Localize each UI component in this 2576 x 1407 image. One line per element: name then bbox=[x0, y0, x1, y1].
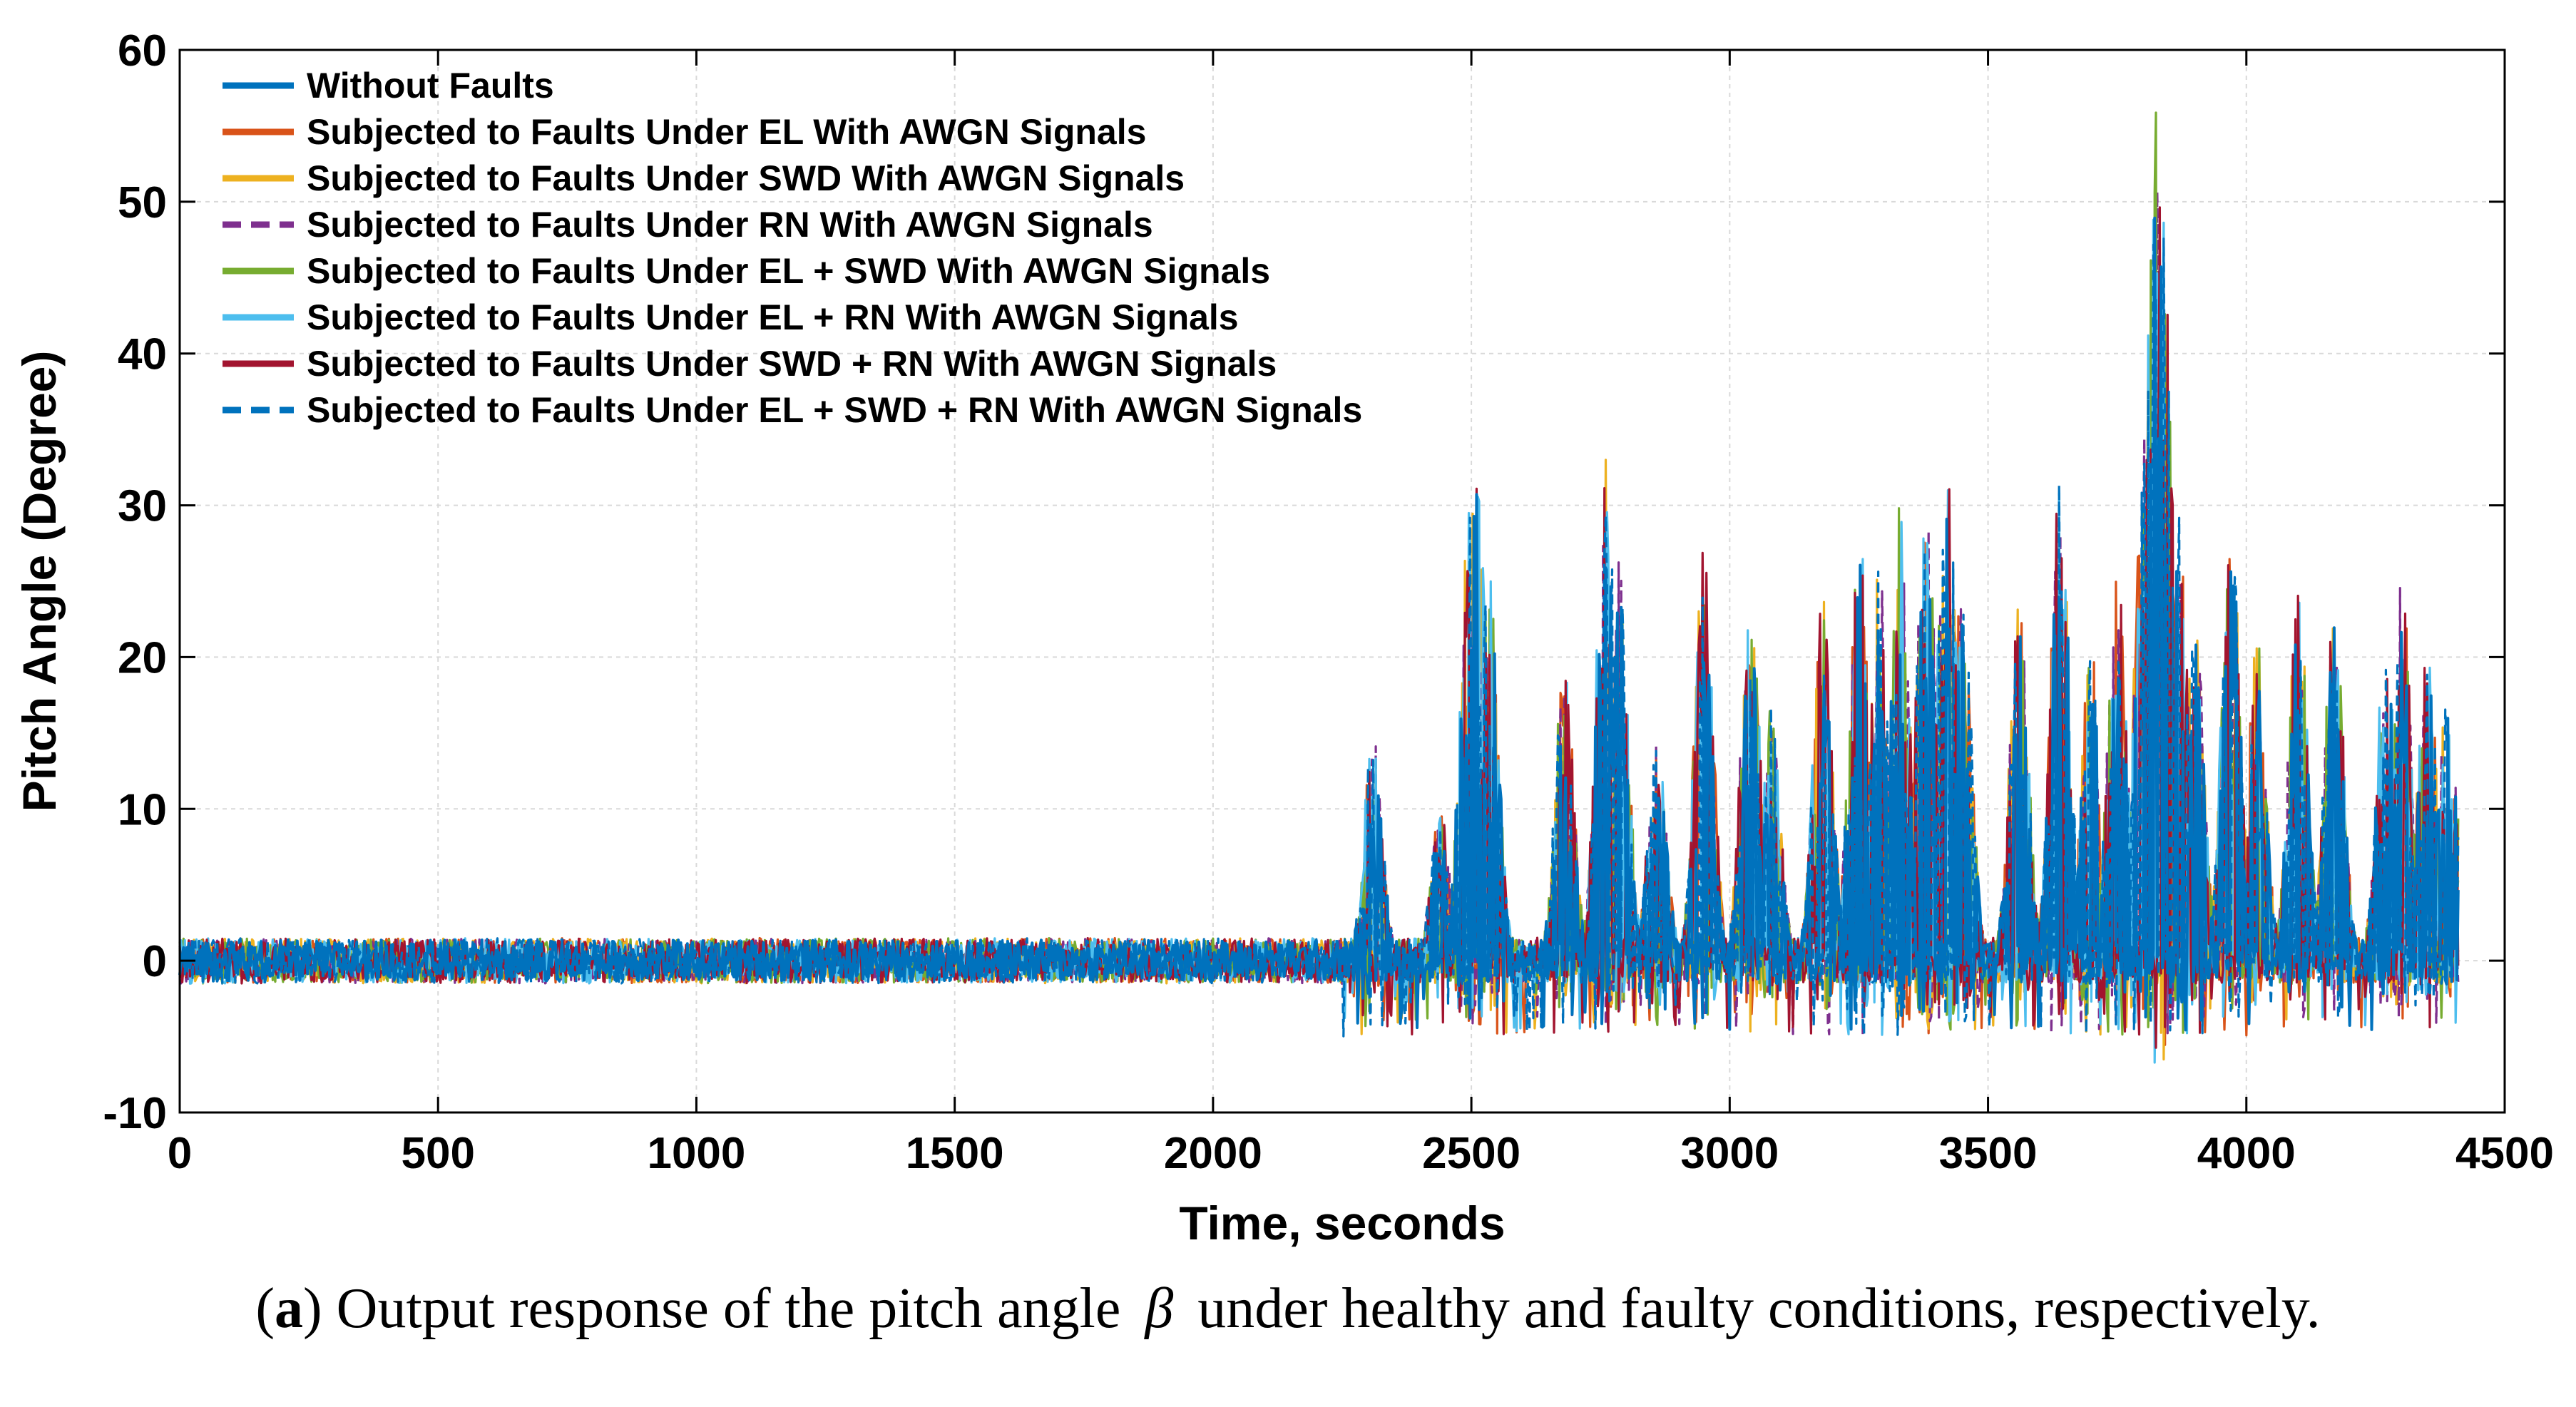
x-tick-label: 1500 bbox=[906, 1129, 1004, 1178]
x-tick-label: 3000 bbox=[1680, 1129, 1779, 1178]
legend-label: Subjected to Faults Under RN With AWGN S… bbox=[307, 205, 1153, 245]
x-tick-label: 1000 bbox=[647, 1129, 745, 1178]
legend: Without Faults Subjected to Faults Under … bbox=[223, 66, 1362, 430]
legend-label: Without Faults bbox=[307, 66, 554, 106]
legend-entry: Subjected to Faults Under RN With AWGN S… bbox=[223, 205, 1153, 245]
legend-label: Subjected to Faults Under EL With AWGN S… bbox=[307, 112, 1146, 152]
legend-entry: Subjected to Faults Under EL + SWD With … bbox=[223, 251, 1270, 291]
caption-symbol: β bbox=[1145, 1277, 1174, 1340]
x-tick-label: 500 bbox=[401, 1129, 474, 1178]
x-tick-label: 0 bbox=[168, 1129, 192, 1178]
legend-label: Subjected to Faults Under EL + RN With A… bbox=[307, 297, 1239, 337]
caption-text-after: under healthy and faulty conditions, res… bbox=[1197, 1277, 2321, 1340]
series-line-0 bbox=[178, 216, 2460, 1032]
legend-entry: Subjected to Faults Under EL + RN With A… bbox=[223, 297, 1239, 337]
y-tick-label: 40 bbox=[118, 330, 167, 379]
x-tick-label: 4000 bbox=[2197, 1129, 2296, 1178]
legend-label: Subjected to Faults Under EL + SWD + RN … bbox=[307, 390, 1362, 430]
legend-label: Subjected to Faults Under SWD + RN With … bbox=[307, 344, 1277, 384]
y-tick-label: 50 bbox=[118, 178, 167, 227]
plot-area bbox=[178, 111, 2460, 1064]
y-tick-label: 60 bbox=[118, 26, 167, 76]
axis-ticks: 0 500 1000 1500 2000 2500 3000 3500 4000 4500-100… bbox=[103, 26, 2554, 1178]
x-tick-label: 4500 bbox=[2455, 1129, 2554, 1178]
series-line-7 bbox=[178, 237, 2460, 1038]
y-tick-label: 30 bbox=[118, 482, 167, 531]
figure-caption: (a) Output response of the pitch angle β… bbox=[255, 1277, 2321, 1340]
y-tick-label: 0 bbox=[143, 937, 167, 986]
y-tick-label: -10 bbox=[103, 1089, 167, 1138]
y-tick-label: 10 bbox=[118, 785, 167, 834]
y-axis-label: Pitch Angle (Degree) bbox=[13, 351, 66, 812]
caption-label: a bbox=[275, 1277, 304, 1340]
x-tick-label: 3500 bbox=[1939, 1129, 2038, 1178]
caption-text: Output response of the pitch angle bbox=[336, 1277, 1121, 1340]
legend-entry: Without Faults bbox=[223, 66, 554, 106]
x-tick-label: 2500 bbox=[1422, 1129, 1520, 1178]
legend-label: Subjected to Faults Under EL + SWD With … bbox=[307, 251, 1270, 291]
x-axis-label: Time, seconds bbox=[1179, 1197, 1505, 1249]
legend-label: Subjected to Faults Under SWD With AWGN … bbox=[307, 158, 1185, 198]
x-tick-label: 2000 bbox=[1164, 1129, 1262, 1178]
y-tick-label: 20 bbox=[118, 633, 167, 682]
legend-entry: Subjected to Faults Under SWD + RN With … bbox=[223, 344, 1277, 384]
legend-entry: Subjected to Faults Under EL + SWD + RN … bbox=[223, 390, 1362, 430]
pitch-angle-chart: 0 500 1000 1500 2000 2500 3000 3500 4000 4500-100… bbox=[13, 26, 2554, 1249]
plot-frame bbox=[178, 48, 2506, 1114]
legend-entry: Subjected to Faults Under EL With AWGN S… bbox=[223, 112, 1146, 152]
legend-entry: Subjected to Faults Under SWD With AWGN … bbox=[223, 158, 1185, 198]
